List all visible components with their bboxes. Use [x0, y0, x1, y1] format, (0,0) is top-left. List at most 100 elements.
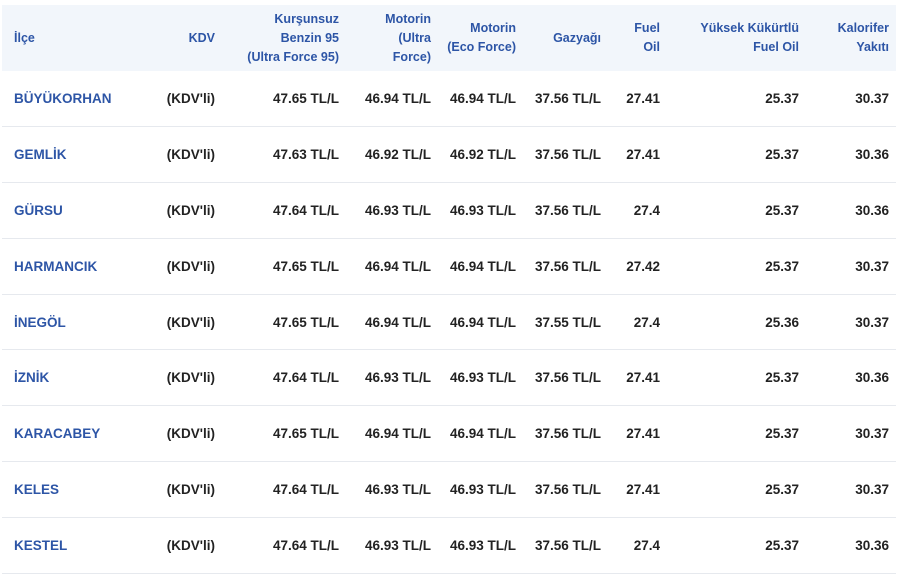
unleaded-95-column-header: Kurşunsuz Benzin 95 (Ultra Force 95)	[222, 5, 346, 71]
cell-value: 27.41	[626, 481, 660, 497]
heating-oil-price: 30.37	[806, 406, 896, 462]
cell-value: 30.37	[855, 314, 889, 330]
cell-value: 27.41	[626, 426, 660, 442]
header-label-line: (Ultra Force 95)	[247, 49, 339, 64]
header-label-line: (Eco Force)	[447, 40, 516, 54]
header-label-line: Yakıtı	[856, 40, 889, 54]
cell-value: 46.93 TL/L	[364, 537, 431, 553]
cell-value: 30.37	[855, 91, 889, 107]
heating-oil-price: 30.36	[806, 183, 896, 239]
cell-value: (KDV'li)	[166, 91, 215, 107]
cell-value: 30.36	[855, 537, 889, 553]
header-label-line: Oil	[643, 40, 660, 54]
cell-value: 37.56 TL/L	[534, 147, 601, 163]
district-link[interactable]: GEMLİK	[2, 127, 130, 183]
vat-cell: (KDV'li)	[130, 238, 222, 294]
district-link[interactable]: GÜRSU	[2, 183, 130, 239]
vat-cell: (KDV'li)	[130, 462, 222, 518]
cell-value: 37.56 TL/L	[534, 481, 601, 497]
cell-value: 47.64 TL/L	[272, 537, 339, 553]
district-name[interactable]: KARACABEY	[14, 426, 101, 442]
table-row: GÜRSU (KDV'li) 47.64 TL/L 46.93 TL/L 46.93 T…	[2, 183, 896, 239]
cell-value: 27.41	[626, 91, 660, 107]
cell-value: 37.56 TL/L	[534, 426, 601, 442]
fuel-oil-price: 27.4	[608, 294, 667, 350]
cell-value: 27.4	[633, 202, 660, 218]
header-label-line: Motorin	[385, 11, 431, 26]
cell-value: (KDV'li)	[166, 537, 215, 553]
cell-value: 25.36	[765, 314, 799, 330]
table-row: KARACABEY (KDV'li) 47.65 TL/L 46.94 TL/L 46.…	[2, 406, 896, 462]
cell-value: 46.93 TL/L	[449, 537, 516, 553]
district-link[interactable]: KELES	[2, 462, 130, 518]
district-link[interactable]: BÜYÜKORHAN	[2, 71, 130, 127]
heating-oil-price: 30.36	[806, 350, 896, 406]
header-label-line: Kalorifer	[837, 21, 889, 35]
unleaded-95-price: 47.65 TL/L	[222, 71, 346, 127]
district-name[interactable]: KELES	[14, 481, 60, 497]
high-sulfur-fuel-oil-price: 25.37	[667, 238, 806, 294]
cell-value: 47.63 TL/L	[272, 147, 339, 163]
cell-value: (KDV'li)	[166, 314, 215, 330]
diesel-ultra-force-price: 46.94 TL/L	[346, 294, 438, 350]
unleaded-95-price: 47.64 TL/L	[222, 183, 346, 239]
cell-value: 46.93 TL/L	[364, 370, 431, 386]
cell-value: 30.36	[855, 370, 889, 386]
cell-value: 46.94 TL/L	[364, 258, 431, 274]
district-link[interactable]: İNEGÖL	[2, 294, 130, 350]
kerosene-column-header: Gazyağı	[523, 5, 608, 71]
cell-value: 46.92 TL/L	[449, 147, 516, 163]
cell-value: 46.93 TL/L	[449, 481, 516, 497]
cell-value: 47.64 TL/L	[272, 370, 339, 386]
diesel-eco-force-price: 46.93 TL/L	[438, 183, 523, 239]
cell-value: 46.93 TL/L	[449, 202, 516, 218]
cell-value: 47.65 TL/L	[272, 258, 339, 274]
cell-value: 37.56 TL/L	[534, 370, 601, 386]
vat-column-header: KDV	[130, 5, 222, 71]
heating-oil-price: 30.36	[806, 127, 896, 183]
district-name[interactable]: BÜYÜKORHAN	[14, 91, 112, 107]
district-name[interactable]: HARMANCIK	[14, 258, 98, 274]
cell-value: 25.37	[765, 91, 799, 107]
kerosene-price: 37.56 TL/L	[523, 127, 608, 183]
heating-oil-price: 30.37	[806, 71, 896, 127]
cell-value: 37.56 TL/L	[534, 258, 601, 274]
diesel-ultra-force-price: 46.93 TL/L	[346, 462, 438, 518]
kerosene-price: 37.55 TL/L	[523, 294, 608, 350]
table-row: BÜYÜKORHAN (KDV'li) 47.65 TL/L 46.94 TL/L 46…	[2, 71, 896, 127]
district-link[interactable]: KESTEL	[2, 517, 130, 573]
cell-value: (KDV'li)	[166, 258, 215, 274]
vat-cell: (KDV'li)	[130, 350, 222, 406]
kerosene-price: 37.56 TL/L	[523, 462, 608, 518]
high-sulfur-fuel-oil-column-header: Yüksek Kükürtlü Fuel Oil	[667, 5, 806, 71]
district-name[interactable]: İZNİK	[14, 370, 50, 386]
cell-value: 25.37	[765, 481, 799, 497]
high-sulfur-fuel-oil-price: 25.37	[667, 517, 806, 573]
diesel-eco-force-price: 46.94 TL/L	[438, 238, 523, 294]
district-name[interactable]: KESTEL	[14, 537, 68, 553]
table-header: İlçe KDV Kurşunsuz Benzin 95 (Ultra Force 95…	[2, 5, 896, 71]
district-link[interactable]: KARACABEY	[2, 406, 130, 462]
cell-value: 46.94 TL/L	[449, 258, 516, 274]
diesel-eco-force-price: 46.94 TL/L	[438, 294, 523, 350]
header-label-line: (Ultra	[398, 30, 431, 45]
heating-oil-column-header: Kalorifer Yakıtı	[806, 5, 896, 71]
heating-oil-price: 30.37	[806, 238, 896, 294]
district-name[interactable]: İNEGÖL	[14, 314, 66, 330]
district-link[interactable]: İZNİK	[2, 350, 130, 406]
header-label-line: Motorin	[470, 21, 516, 35]
cell-value: 46.94 TL/L	[364, 426, 431, 442]
district-name[interactable]: GÜRSU	[14, 202, 63, 218]
table-row: KESTEL (KDV'li) 47.64 TL/L 46.93 TL/L 46.93 …	[2, 517, 896, 574]
district-link[interactable]: HARMANCIK	[2, 238, 130, 294]
district-name[interactable]: GEMLİK	[14, 147, 67, 163]
table-row: GEMLİK (KDV'li) 47.63 TL/L 46.92 TL/L 46.92 …	[2, 127, 896, 183]
diesel-ultra-force-price: 46.94 TL/L	[346, 238, 438, 294]
district-column-header: İlçe	[2, 5, 130, 71]
cell-value: (KDV'li)	[166, 426, 215, 442]
cell-value: 25.37	[765, 258, 799, 274]
diesel-eco-force-column-header: Motorin (Eco Force)	[438, 5, 523, 71]
table-row: HARMANCIK (KDV'li) 47.65 TL/L 46.94 TL/L 46.…	[2, 238, 896, 295]
diesel-ultra-force-price: 46.94 TL/L	[346, 71, 438, 127]
cell-value: 46.94 TL/L	[364, 91, 431, 107]
